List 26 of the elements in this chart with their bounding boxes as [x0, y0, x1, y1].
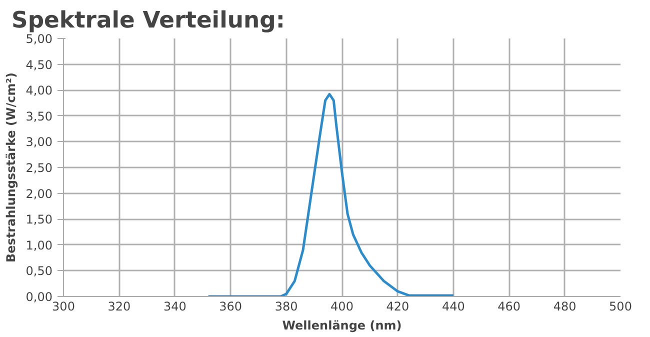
x-tick-label: 480 — [553, 300, 576, 314]
y-tick-label: 0,00 — [26, 290, 52, 304]
x-tick-label: 500 — [609, 300, 632, 314]
y-tick-label: 5,00 — [26, 32, 52, 46]
x-tick-label: 460 — [498, 300, 521, 314]
x-tick-label: 440 — [442, 300, 465, 314]
chart-title: Spektrale Verteilung: — [12, 8, 285, 34]
y-tick-label: 3,00 — [26, 135, 52, 150]
x-tick-label: 380 — [274, 300, 298, 314]
x-tick-label: 340 — [163, 300, 186, 314]
y-tick-label: 2,50 — [26, 161, 52, 175]
x-tick-label: 360 — [219, 300, 242, 314]
y-axis-title: Bestrahlungsstärke (W/cm²) — [4, 72, 18, 262]
y-tick-label: 0,50 — [26, 264, 52, 278]
x-axis-title: Wellenlänge (nm) — [282, 318, 402, 332]
y-tick-label: 4,50 — [26, 58, 52, 72]
x-tick-label: 420 — [386, 300, 410, 314]
x-tick-label: 400 — [330, 300, 354, 314]
y-tick-label: 4,00 — [26, 84, 52, 98]
x-tick-label: 300 — [52, 300, 75, 314]
line-series — [207, 92, 455, 296]
y-tick-label: 1,00 — [26, 238, 52, 252]
y-tick-label: 1,50 — [26, 212, 52, 227]
x-tick-label: 320 — [108, 300, 131, 314]
y-tick-label: 2,00 — [26, 186, 52, 201]
y-tick-label: 3,50 — [26, 109, 52, 124]
